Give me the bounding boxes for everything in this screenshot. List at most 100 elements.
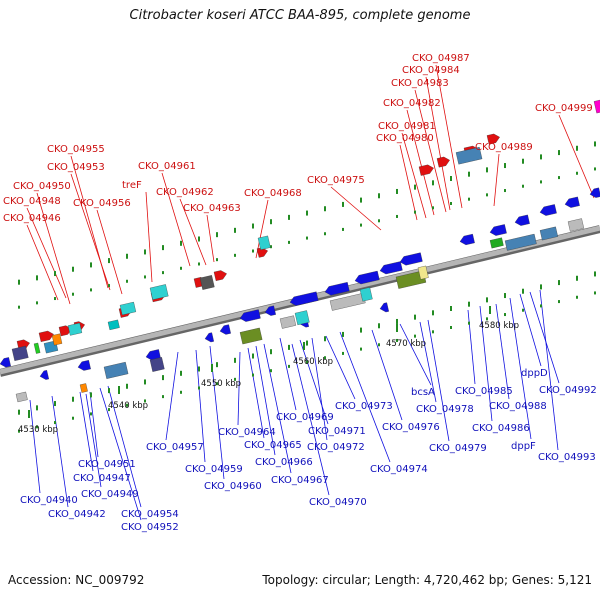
tick-mark (540, 304, 542, 308)
tick-mark (270, 219, 272, 225)
tick-mark (342, 331, 344, 337)
gene-label: CKO_04971 (308, 426, 366, 437)
gene-block (539, 226, 559, 241)
gene-label: dppF (511, 441, 536, 452)
scale-tick (303, 342, 305, 350)
gene-label: CKO_04982 (383, 98, 441, 109)
tick-mark (558, 150, 560, 156)
gene-label: CKO_04974 (370, 464, 428, 475)
gene-block (279, 315, 297, 329)
reverse-gene (379, 302, 389, 313)
gene-label: CKO_04956 (73, 198, 131, 209)
label-leader (330, 186, 382, 231)
tick-mark (162, 245, 164, 251)
gene-block (33, 342, 41, 354)
gene-label: CKO_04987 (412, 53, 470, 64)
tick-mark (432, 206, 434, 210)
tick-mark (540, 180, 542, 184)
gene-label: CKO_04970 (309, 497, 367, 508)
tick-mark (306, 340, 308, 346)
tick-mark (252, 223, 254, 229)
gene-block (567, 218, 585, 232)
tick-mark (90, 392, 92, 398)
tick-mark (144, 275, 146, 279)
gene-label: bcsA (411, 387, 435, 398)
scale-label: 4560 kbp (293, 357, 333, 367)
tick-mark (54, 297, 56, 301)
gene-label: CKO_04957 (146, 442, 204, 453)
gene-label: CKO_04985 (455, 386, 513, 397)
label-leader (29, 399, 41, 494)
tick-mark (252, 373, 254, 377)
gene-block (119, 301, 137, 316)
label-leader (165, 351, 179, 441)
label-leader (195, 349, 206, 463)
gene-label: CKO_04960 (204, 481, 262, 492)
reverse-gene (289, 291, 319, 306)
tick-mark (162, 271, 164, 275)
tick-mark (198, 366, 200, 372)
tick-mark (270, 349, 272, 355)
tick-mark (18, 429, 20, 433)
scale-tick (396, 324, 398, 332)
gene-label: CKO_04967 (271, 475, 329, 486)
reverse-gene (514, 214, 530, 226)
gene-label: CKO_04951 (78, 459, 136, 470)
scale-label: 4570 kbp (386, 339, 426, 349)
label-leader (70, 155, 109, 289)
gene-label: CKO_04966 (255, 457, 313, 468)
tick-mark (450, 306, 452, 311)
tick-mark (198, 386, 200, 390)
tick-mark (378, 323, 380, 329)
gene-block (149, 284, 169, 300)
tick-mark (72, 396, 74, 402)
scale-labels: 4530 kbp 4540 kbp 4550 kbp 4560 kbp 4570 kbp… (18, 306, 519, 435)
tick-mark (180, 266, 182, 270)
tick-mark (216, 382, 218, 386)
label-leader (179, 198, 207, 266)
label-leader (263, 343, 292, 474)
forward-gene (418, 164, 434, 176)
reverse-gene (489, 224, 507, 236)
tick-mark (54, 271, 56, 277)
label-leader (107, 385, 142, 508)
tick-mark (558, 280, 560, 286)
genome-stats-text: Topology: circular; Length: 4,720,462 bp… (262, 573, 592, 587)
gene-label: CKO_04961 (138, 161, 196, 172)
gene-block (149, 357, 165, 372)
tick-mark (288, 344, 290, 350)
tick-mark (396, 188, 398, 194)
gene-label: CKO_04992 (539, 385, 597, 396)
label-leader (467, 309, 476, 385)
label-leader (509, 297, 532, 440)
gene-block (107, 319, 120, 331)
tick-mark (432, 180, 434, 186)
label-leader (89, 391, 99, 458)
tick-mark (414, 210, 416, 214)
tick-mark (540, 154, 542, 160)
tick-mark (108, 284, 110, 288)
tick-mark (216, 362, 218, 368)
tick-mark (198, 262, 200, 266)
tick-mark (162, 375, 164, 381)
tick-mark (522, 288, 524, 294)
label-leader (26, 224, 59, 301)
tick-mark (126, 253, 128, 259)
label-leader (206, 214, 215, 263)
tick-mark (414, 314, 416, 320)
gene-label: CKO_04955 (47, 144, 105, 155)
label-leader (237, 351, 241, 426)
label-leader (161, 172, 191, 267)
gene-labels: CKO_04946 CKO_04948 CKO_04950 CKO_04953 CKO_… (3, 53, 597, 533)
label-leader (339, 331, 391, 463)
reverse-gene (589, 187, 600, 198)
reverse-gene (264, 305, 276, 316)
gene-block (593, 99, 600, 114)
tick-mark (558, 300, 560, 304)
forward-gene (486, 133, 500, 145)
gene-label: CKO_04978 (416, 404, 474, 415)
tick-mark (306, 360, 308, 364)
tick-mark (432, 310, 434, 316)
forward-gene (213, 270, 227, 281)
label-leader (425, 76, 451, 211)
